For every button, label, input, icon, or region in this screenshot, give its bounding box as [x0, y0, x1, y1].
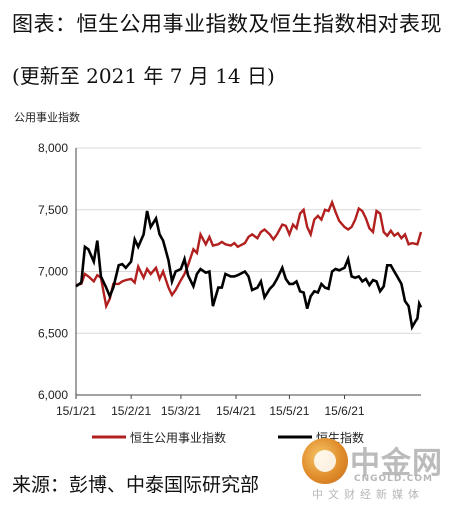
watermark-site: CNGOLD.COM	[354, 474, 434, 484]
chart-title: 图表：恒生公用事业指数及恒生指数相对表现	[12, 12, 442, 36]
series-layer	[75, 198, 423, 331]
chart-subtitle: (更新至 2021 年 7 月 14 日)	[12, 64, 275, 88]
y-tick-label: 6,000	[38, 388, 68, 402]
x-tick-label: 15/5/21	[269, 404, 309, 418]
y-tick-label: 8,000	[38, 141, 68, 155]
series-line-hsi	[75, 210, 423, 331]
x-tick-label: 15/6/21	[325, 404, 365, 418]
x-tick-label: 15/1/21	[56, 404, 96, 418]
y-tick-label: 7,000	[38, 265, 68, 279]
series-line-utilities	[75, 198, 423, 310]
watermark: 中金网 CNGOLD.COM 中文财经新媒体	[302, 438, 452, 501]
x-tick-label: 15/4/21	[216, 404, 256, 418]
grid-layer	[76, 147, 421, 334]
y-axis-unit-label: 公用事业指数	[14, 111, 80, 124]
x-tick-label: 15/2/21	[111, 404, 151, 418]
watermark-logo-icon	[302, 438, 348, 484]
y-tick-label: 7,500	[38, 203, 68, 217]
y-tick-label: 6,500	[38, 326, 68, 340]
legend-label: 恒生公用事业指数	[130, 430, 226, 445]
source-note: 来源：彭博、中泰国际研究部	[12, 474, 260, 496]
watermark-name: 中金网	[350, 446, 443, 481]
x-tick-label: 15/3/21	[161, 404, 201, 418]
watermark-tagline: 中文财经新媒体	[312, 488, 424, 501]
axis-layer: 6,000 6,500 7,000 7,500 8,000 15/1/21 15/2/21 1…	[38, 141, 421, 418]
